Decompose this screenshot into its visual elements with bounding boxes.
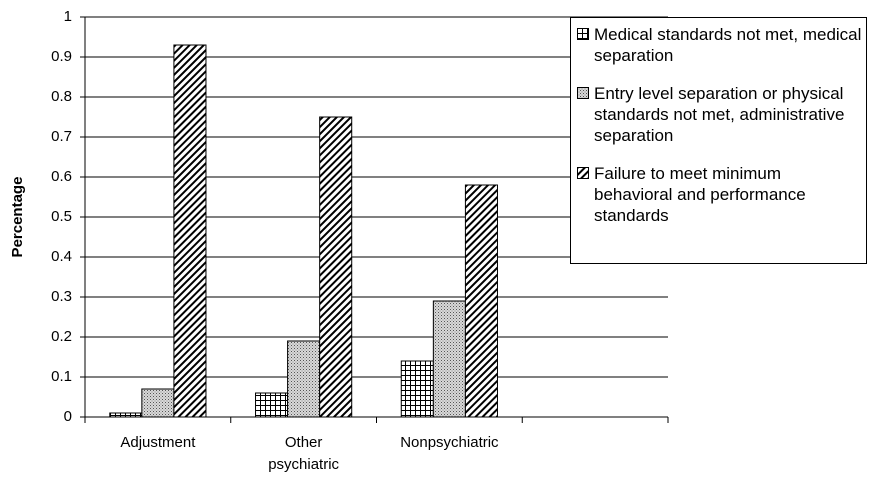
bar: [287, 340, 321, 418]
bar: [255, 392, 289, 418]
y-tick-label: 0.2: [51, 328, 72, 345]
legend-entry: Entry level separation or physical stand…: [577, 83, 862, 146]
bar: [141, 388, 175, 418]
y-tick-label: 0: [64, 408, 72, 425]
legend-entry: Failure to meet minimum behavioral and p…: [577, 163, 862, 226]
bar: [319, 116, 353, 418]
bar: [109, 412, 143, 418]
y-tick-label: 0.1: [51, 368, 72, 385]
legend-label: Failure to meet minimum behavioral and p…: [594, 164, 806, 225]
y-tick-label: 0.6: [51, 168, 72, 185]
x-tick-label: Other psychiatric: [268, 434, 339, 473]
bar: [464, 184, 498, 418]
x-tick-label: Adjustment: [120, 434, 196, 451]
y-tick-label: 0.7: [51, 128, 72, 145]
y-tick-label: 1: [64, 8, 72, 25]
legend-label: Medical standards not met, medical separ…: [594, 25, 862, 65]
legend-swatch: [577, 87, 589, 99]
bar: [173, 44, 207, 418]
bar: [400, 360, 434, 418]
x-tick-label: Nonpsychiatric: [400, 434, 499, 451]
y-tick-label: 0.3: [51, 288, 72, 305]
legend-swatch: [577, 28, 589, 40]
y-axis-label: Percentage: [9, 177, 26, 258]
legend-label: Entry level separation or physical stand…: [594, 84, 845, 145]
y-tick-label: 0.4: [51, 248, 72, 265]
legend: Medical standards not met, medical separ…: [570, 17, 867, 264]
bar: [432, 300, 466, 418]
legend-swatch: [577, 167, 589, 179]
legend-entry: Medical standards not met, medical separ…: [577, 24, 862, 66]
y-tick-label: 0.9: [51, 48, 72, 65]
y-tick-label: 0.8: [51, 88, 72, 105]
y-tick-label: 0.5: [51, 208, 72, 225]
